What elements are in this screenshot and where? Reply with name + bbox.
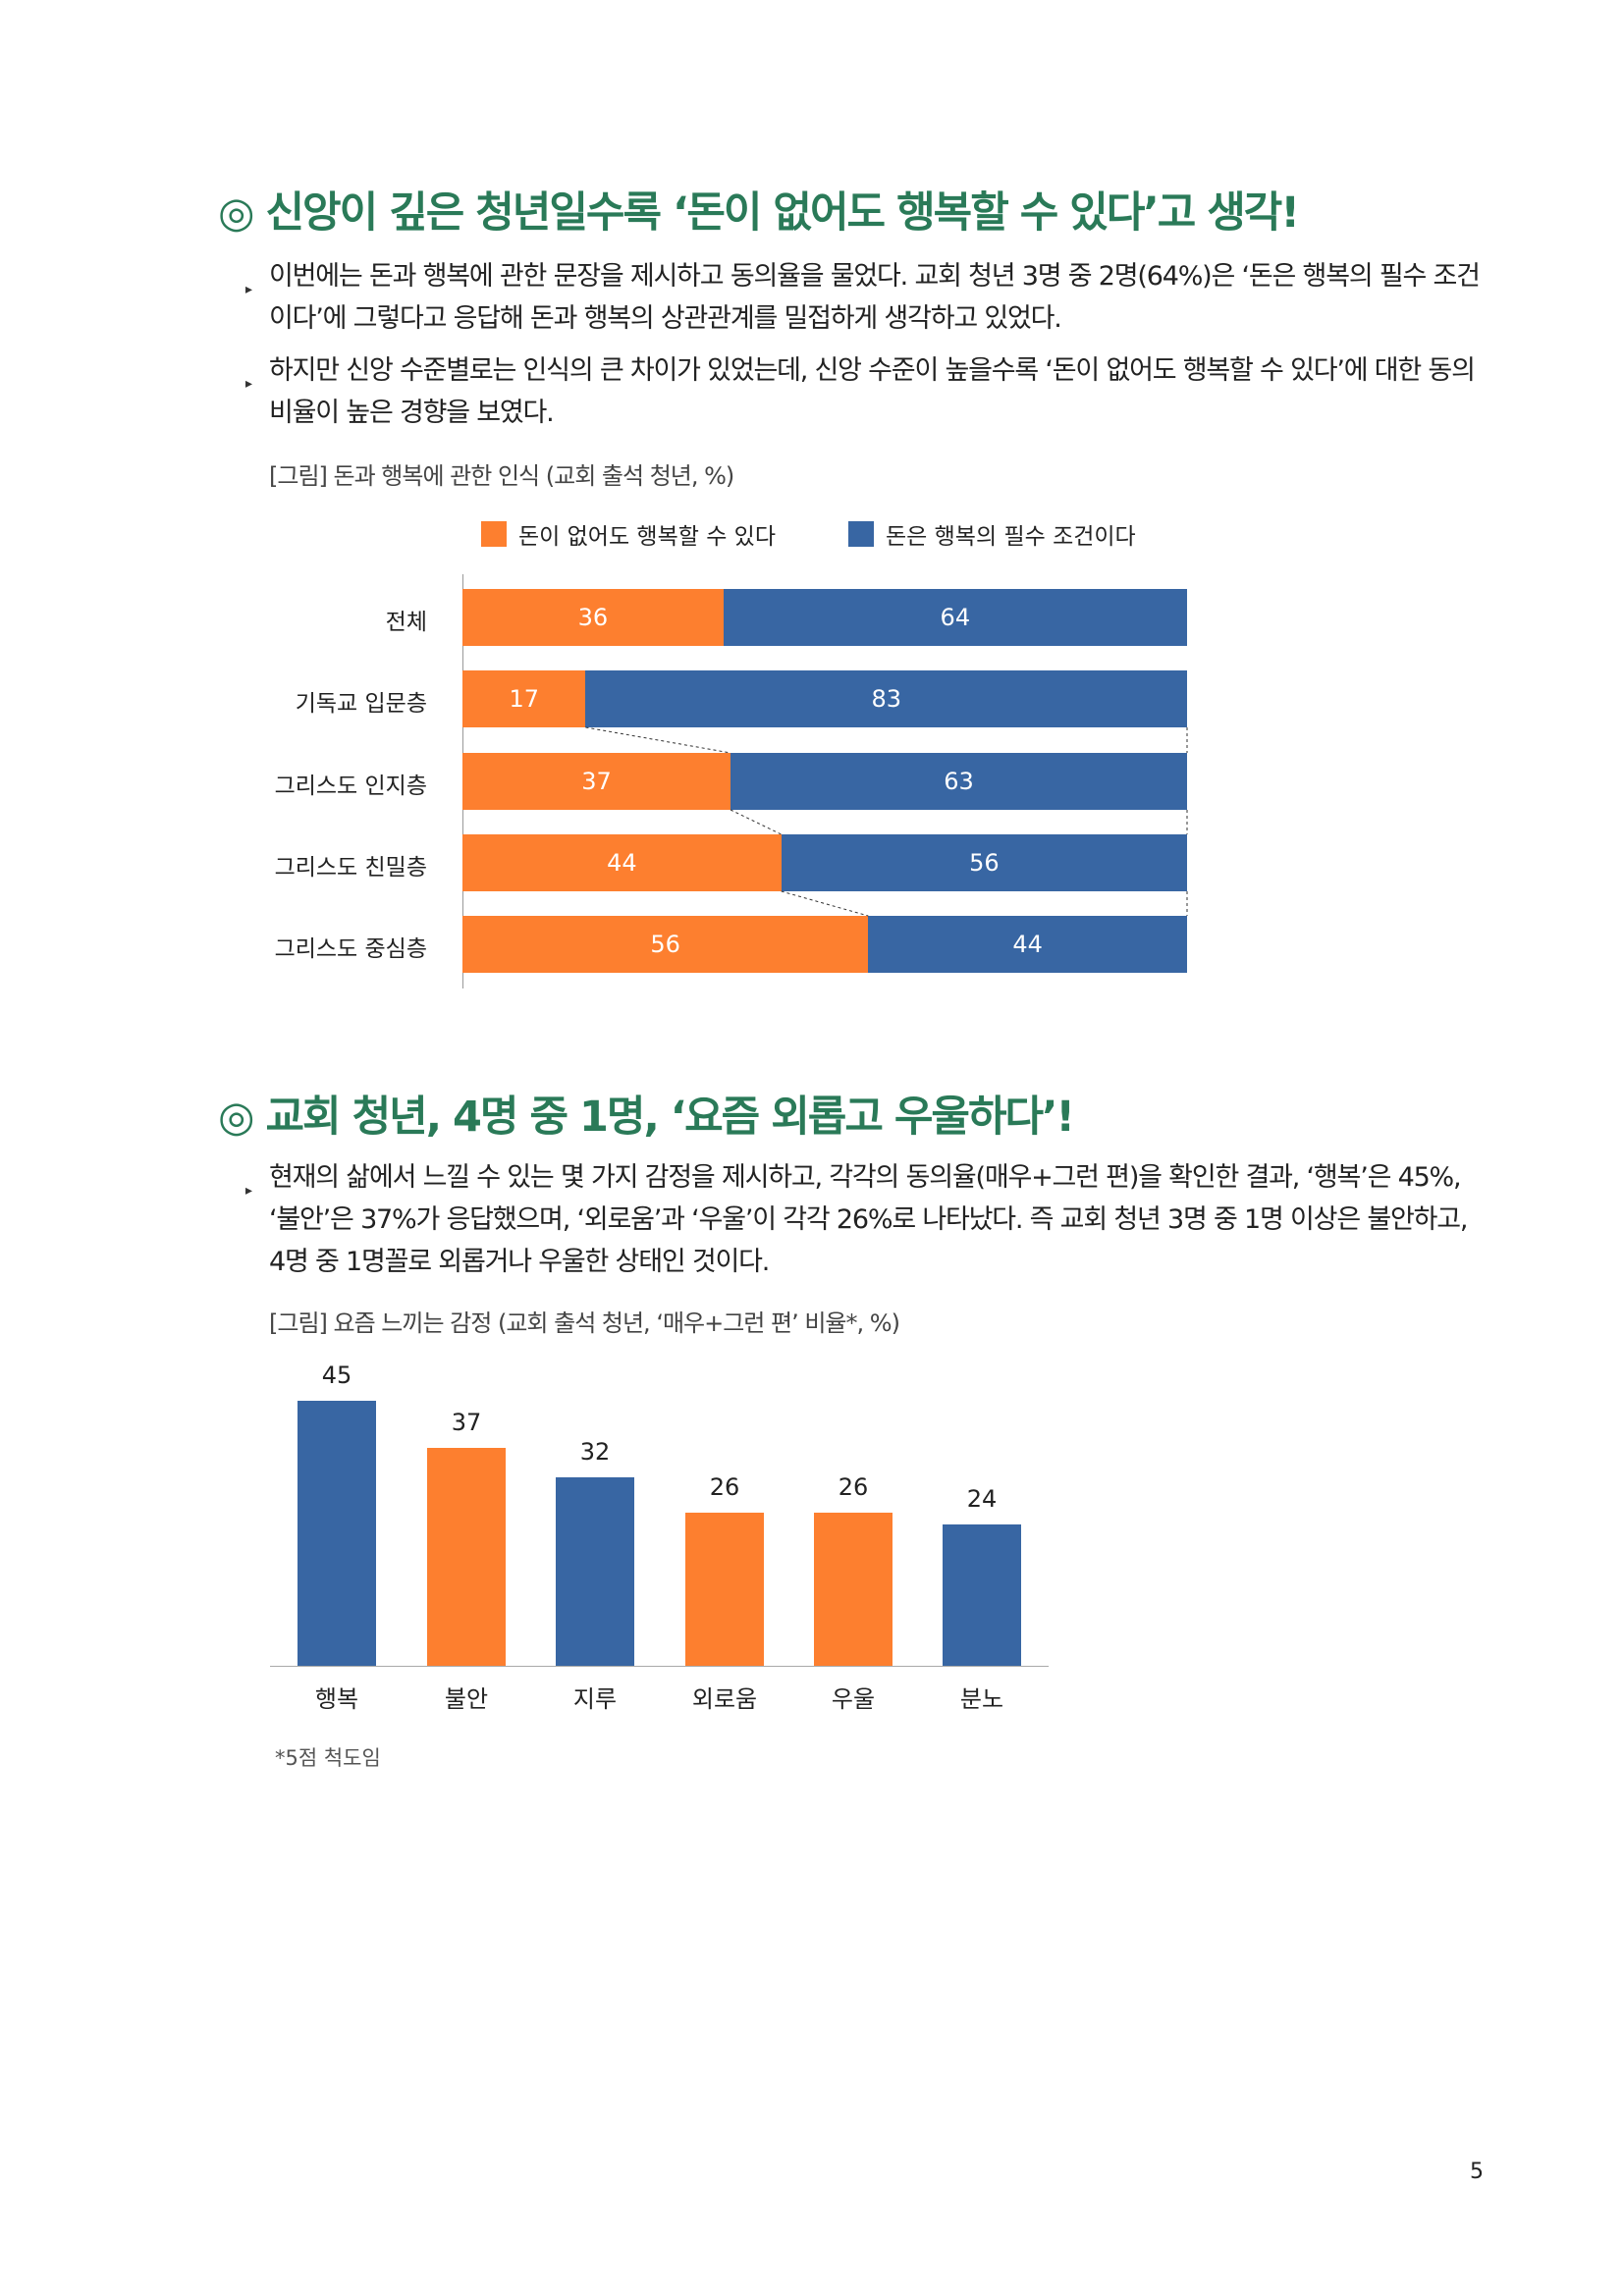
- chart1-bar-segment: 44: [868, 916, 1187, 973]
- legend-swatch-orange: [481, 521, 507, 547]
- chart2-value-label: 45: [321, 1362, 352, 1389]
- footnote: *5점 척도임: [275, 1746, 381, 1770]
- bullet-text: 현재의 삶에서 느낄 수 있는 몇 가지 감정을 제시하고, 각각의 동의율(매…: [269, 1162, 1468, 1277]
- chart1-connectors: [585, 726, 1188, 917]
- chart2-value-label: 37: [451, 1409, 482, 1436]
- page-number: 5: [1470, 2160, 1484, 2184]
- chart1-bar-segment: 17: [462, 670, 586, 727]
- section2-title: ◎ 교회 청년, 4명 중 1명, ‘요즘 외롭고 우울하다’!: [218, 1093, 1075, 1142]
- chart1-bar-segment: 36: [462, 589, 724, 646]
- chart1-row-label: 기독교 입문층: [295, 691, 427, 717]
- section1-bullet-1: ▸ 이번에는 돈과 행복에 관한 문장을 제시하고 동의율을 물었다. 교회 청년…: [245, 255, 1483, 340]
- chart2-category-label: 분노: [959, 1685, 1004, 1713]
- chart1-bar-segment: 64: [723, 589, 1187, 646]
- chart1-legend: 돈이 없어도 행복할 수 있다 돈은 행복의 필수 조건이다: [481, 517, 1136, 551]
- chart2-bar: [427, 1448, 506, 1666]
- chart2-baseline: [270, 1666, 1049, 1667]
- chart1-bar-segment: 56: [781, 834, 1187, 891]
- bullet-icon: ▸: [245, 1183, 252, 1199]
- chart2-bar: [943, 1524, 1021, 1666]
- chart2-category-label: 행복: [314, 1685, 359, 1713]
- legend-swatch-blue: [848, 521, 875, 547]
- chart1-row-label: 그리스도 인지층: [274, 774, 427, 799]
- section1-title: ◎ 신앙이 깊은 청년일수록 ‘돈이 없어도 행복할 수 있다’고 생각!: [218, 188, 1300, 238]
- chart1-bar-segment: 83: [585, 670, 1187, 727]
- bullet-icon: ▸: [245, 376, 252, 392]
- chart2-category-label: 외로움: [691, 1685, 758, 1713]
- legend-label: 돈은 행복의 필수 조건이다: [886, 524, 1136, 550]
- section2-bullet-1: ▸ 현재의 삶에서 느낄 수 있는 몇 가지 감정을 제시하고, 각각의 동의율(…: [245, 1156, 1483, 1283]
- section1-bullet-2: ▸ 하지만 신앙 수준별로는 인식의 큰 차이가 있었는데, 신앙 수준이 높을수…: [245, 349, 1483, 434]
- bullet-text: 하지만 신앙 수준별로는 인식의 큰 차이가 있었는데, 신앙 수준이 높을수록…: [269, 355, 1476, 428]
- chart2-bar: [556, 1477, 634, 1666]
- chart2-value-label: 26: [838, 1473, 869, 1501]
- chart2-category-label: 지루: [572, 1685, 618, 1713]
- chart1-bar-segment: 37: [462, 753, 731, 810]
- chart1-bar-segment: 56: [462, 916, 869, 973]
- chart2-value-label: 24: [966, 1485, 998, 1513]
- legend-label: 돈이 없어도 행복할 수 있다: [518, 524, 777, 550]
- bullet-text: 이번에는 돈과 행복에 관한 문장을 제시하고 동의율을 물었다. 교회 청년 …: [269, 261, 1481, 334]
- chart2-caption: [그림] 요즘 느끼는 감정 (교회 출석 청년, ‘매우+그런 편’ 비율*,…: [269, 1309, 900, 1337]
- chart2-value-label: 32: [579, 1438, 611, 1466]
- chart1-row-label: 전체: [385, 610, 427, 635]
- chart2-value-label: 26: [709, 1473, 740, 1501]
- chart2-category-label: 불안: [444, 1685, 489, 1713]
- chart2-bar: [814, 1513, 893, 1666]
- chart1-row-label: 그리스도 친밀층: [274, 855, 427, 881]
- chart2-category-label: 우울: [831, 1685, 876, 1713]
- chart1-caption: [그림] 돈과 행복에 관한 인식 (교회 출석 청년, %): [269, 462, 734, 490]
- chart1-bar-segment: 63: [730, 753, 1187, 810]
- chart1-row-label: 그리스도 중심층: [274, 936, 427, 962]
- chart2-bar: [685, 1513, 764, 1666]
- chart2-bar: [298, 1401, 376, 1666]
- bullet-icon: ▸: [245, 282, 252, 297]
- chart1-bar-segment: 44: [462, 834, 782, 891]
